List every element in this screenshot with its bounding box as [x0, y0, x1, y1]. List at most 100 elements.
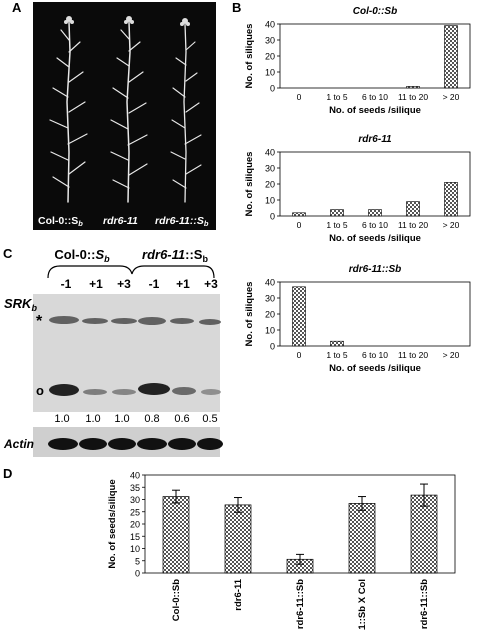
y-tick-label: 0: [270, 84, 275, 94]
y-tick-label: 0: [270, 212, 275, 222]
y-tick-label: 10: [265, 326, 275, 336]
x-tick-label: > 20: [443, 92, 460, 102]
y-tick-label: 5: [135, 556, 140, 566]
x-axis-label: No. of seeds /silique: [329, 363, 421, 374]
blot-group-col0: Col-0::Sb: [54, 248, 110, 264]
y-axis-label: No. of seeds/silique: [107, 479, 118, 568]
plant-illustration: Col-0::Sb rdr6-11 rdr6-11::Sb: [38, 16, 209, 228]
y-tick-label: 40: [265, 148, 275, 158]
y-tick-label: 10: [265, 196, 275, 206]
x-tick-label: > 20: [443, 220, 460, 230]
bar: [406, 201, 420, 217]
x-tick-label: 0: [297, 220, 302, 230]
x-tick-label: 1 to 5: [326, 350, 348, 360]
bar: [348, 503, 376, 574]
x-tick-label: 0: [297, 92, 302, 102]
plant-photo: Col-0::Sb rdr6-11 rdr6-11::Sb: [33, 2, 216, 230]
y-tick-label: 30: [265, 36, 275, 46]
x-tick-label: 6 to 10: [362, 92, 388, 102]
x-tick-label: 0: [297, 350, 302, 360]
x-tick-label: rdr6-11: [233, 578, 244, 610]
ratio-value: 0.6: [174, 413, 189, 425]
x-tick-label: 1 to 5: [326, 220, 348, 230]
x-tick-label: 1 to 5: [326, 92, 348, 102]
bar: [444, 25, 458, 89]
y-axis-label: No. of siliques: [244, 282, 255, 347]
panel-label-d: D: [3, 466, 13, 481]
blot-group-rdr6: rdr6-11::Sb: [142, 248, 208, 264]
lane-label: +1: [89, 277, 103, 291]
bar: [162, 496, 190, 574]
y-tick-label: 20: [130, 520, 140, 530]
star-marker: *: [36, 313, 43, 330]
x-axis-label: No. of seeds /silique: [329, 233, 421, 244]
lane-label: +1: [176, 277, 190, 291]
bar: [406, 86, 420, 89]
bar: [444, 182, 458, 217]
panel-label-c: C: [3, 246, 13, 261]
bar: [330, 340, 344, 347]
x-tick-label: 6 to 10: [362, 350, 388, 360]
bar: [292, 286, 306, 347]
y-tick-label: 35: [130, 483, 140, 493]
blot-bracket: [47, 265, 215, 279]
x-tick-label: rdr6-11::Sb: [295, 579, 306, 629]
photo-label-rdr6: rdr6-11: [103, 215, 138, 227]
y-tick-label: 20: [265, 52, 275, 62]
srk-label: SRKb: [4, 296, 37, 313]
bar: [368, 209, 382, 217]
actin-label: Actin: [3, 437, 34, 451]
x-tick-label: Col X rdr6-11::Sb: [419, 579, 430, 630]
chart-title: Col-0::Sb: [353, 6, 397, 17]
lane-label: -1: [149, 277, 160, 291]
plot-frame: [279, 23, 471, 89]
y-tick-label: 40: [265, 20, 275, 30]
ratio-value: 0.5: [202, 413, 217, 425]
y-tick-label: 15: [130, 532, 140, 542]
bar: [330, 209, 344, 217]
bar: [224, 504, 252, 574]
x-tick-label: 11 to 20: [398, 220, 428, 230]
ratio-value: 1.0: [114, 413, 129, 425]
chart-title: rdr6-11: [358, 134, 392, 145]
y-tick-label: 30: [130, 495, 140, 505]
lane-label: -1: [61, 277, 72, 291]
y-tick-label: 30: [265, 164, 275, 174]
photo-label-col0: Col-0::Sb: [38, 215, 83, 228]
x-tick-label: rdr6-11::Sb X Col: [357, 579, 368, 630]
histogram-rdr6: rdr6-11 0 10 20 30 40 0 1 to 5 6 to 10 11 to 20 > …: [244, 134, 471, 244]
y-tick-label: 20: [265, 310, 275, 320]
y-tick-label: 20: [265, 180, 275, 190]
circle-marker: o: [36, 383, 44, 398]
panel-label-b: B: [232, 0, 242, 15]
ratio-value: 1.0: [85, 413, 100, 425]
ratio-value: 0.8: [144, 413, 159, 425]
x-tick-label: 6 to 10: [362, 220, 388, 230]
y-tick-label: 25: [130, 507, 140, 517]
y-axis-label: No. of siliques: [244, 152, 255, 217]
northern-blot: Col-0::Sb rdr6-11::Sb -1 +1 +3 -1 +1 +3 …: [3, 248, 223, 457]
plot-frame: [279, 281, 471, 347]
x-tick-label: > 20: [443, 350, 460, 360]
y-tick-label: 10: [130, 544, 140, 554]
panel-label-a: A: [12, 0, 22, 15]
x-tick-label: 11 to 20: [398, 350, 428, 360]
photo-label-rdr6-sb: rdr6-11::Sb: [155, 215, 209, 228]
plot-frame: [279, 151, 471, 217]
y-tick-label: 0: [135, 569, 140, 579]
y-tick-label: 0: [270, 342, 275, 352]
y-tick-label: 30: [265, 294, 275, 304]
x-axis-label: No. of seeds /silique: [329, 105, 421, 116]
lane-label: +3: [117, 277, 131, 291]
y-axis-label: No. of siliques: [244, 24, 255, 89]
chart-title: rdr6-11::Sb: [349, 264, 402, 275]
x-tick-label: Col-0::Sb: [171, 579, 182, 621]
y-tick-label: 10: [265, 68, 275, 78]
lane-label: +3: [204, 277, 218, 291]
y-tick-label: 40: [130, 471, 140, 481]
ratio-value: 1.0: [54, 413, 69, 425]
x-tick-label: 11 to 20: [398, 92, 428, 102]
